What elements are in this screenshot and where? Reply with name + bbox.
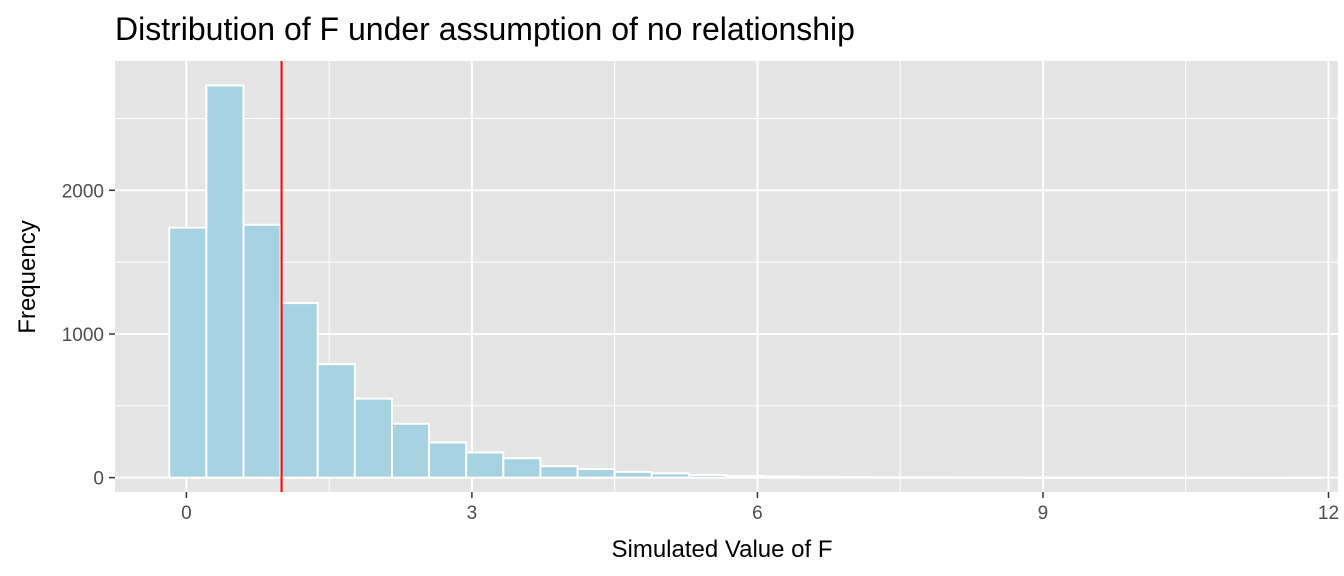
y-tick-label: 2000 [62,181,104,202]
histogram-bar [242,223,282,479]
histogram-bar [1059,476,1099,479]
x-tick-label: 3 [467,503,478,524]
histogram-bar [205,84,245,479]
histogram-bar [390,422,431,479]
histogram-bar [873,476,913,479]
chart-title: Distribution of F under assumption of no… [115,11,855,47]
y-axis-ticks: 0 1000 2000 [62,181,115,490]
histogram-bar [1281,476,1321,479]
x-axis-label: Simulated Value of F [611,536,832,563]
x-tick-label: 12 [1318,503,1339,524]
histogram-bar [725,474,765,479]
histogram-bar [279,302,319,479]
histogram-bar [1207,476,1247,479]
histogram-bar [1096,476,1136,479]
x-axis-ticks: 0 3 6 9 12 [181,492,1339,524]
histogram-bar [984,476,1024,479]
histogram-bar [316,363,356,479]
histogram-bar [576,468,616,479]
histogram-bar [1133,476,1173,479]
minor-gridlines [115,61,1338,492]
histogram-bar [947,476,987,479]
histogram-bar [650,472,690,479]
y-tick-label: 1000 [62,325,104,346]
histogram-bar [836,476,876,479]
histogram-bar [1021,476,1062,479]
y-tick-label: 0 [93,469,104,490]
histogram-bar [613,470,653,479]
histogram-bar [1170,476,1210,479]
histogram-bar [502,457,542,479]
histogram-bar [910,476,950,479]
histogram-bar [428,441,468,479]
y-axis-label: Frequency [14,220,41,333]
histogram-bar [539,465,579,479]
histogram-bar [465,451,505,479]
x-tick-label: 6 [752,503,763,524]
major-gridlines [115,61,1338,492]
histogram-bar [353,397,393,479]
histogram-bar [168,226,208,479]
histogram-bar [687,474,728,479]
histogram-bar [799,475,839,479]
x-tick-label: 0 [181,503,192,524]
histogram-bar [1244,476,1284,480]
histogram-bars [168,84,1321,480]
x-tick-label: 9 [1038,503,1049,524]
histogram-bar [762,475,802,479]
